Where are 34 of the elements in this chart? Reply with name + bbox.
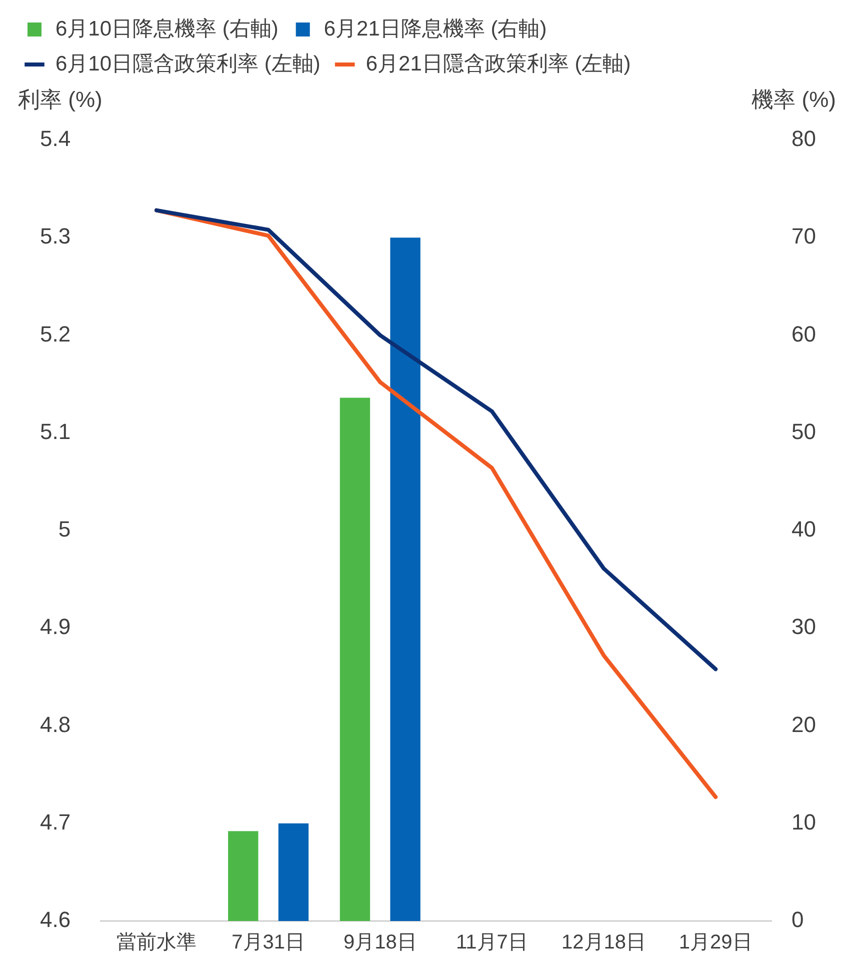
y2-tick-label: 40 — [792, 516, 816, 542]
y2-tick-label: 30 — [792, 614, 816, 640]
y-tick-label: 5.1 — [40, 418, 71, 444]
y-tick-label: 4.6 — [40, 907, 71, 932]
bar — [340, 398, 370, 921]
x-tick-label: 11月7日 — [456, 932, 528, 954]
y2-tick-label: 20 — [792, 712, 816, 737]
y2-tick-label: 80 — [792, 126, 816, 152]
y-tick-label: 5.3 — [40, 224, 71, 249]
y2-axis-title: 機率 (%) — [752, 87, 836, 112]
y2-tick-label: 10 — [792, 809, 816, 834]
x-tick-label: 1月29日 — [678, 932, 752, 954]
y-axis-title: 利率 (%) — [18, 87, 102, 112]
y2-tick-label: 0 — [792, 907, 804, 932]
legend-label: 6月21日隱含政策利率 (左軸) — [366, 52, 631, 76]
y2-tick-label: 60 — [792, 321, 816, 346]
legend-label: 6月10日隱含政策利率 (左軸) — [56, 52, 320, 76]
bar — [390, 238, 420, 921]
y-tick-label: 4.7 — [40, 809, 71, 834]
y2-tick-label: 50 — [792, 418, 816, 444]
y-tick-label: 4.8 — [40, 712, 71, 737]
bar — [228, 831, 258, 921]
y-tick-label: 4.9 — [40, 614, 71, 640]
x-tick-label: 12月18日 — [562, 932, 646, 954]
y-tick-label: 5.4 — [40, 126, 71, 152]
bar — [278, 823, 309, 921]
y-tick-label: 5.2 — [40, 321, 71, 346]
x-tick-label: 7月31日 — [232, 932, 306, 954]
legend-label: 6月21日降息機率 (右軸) — [324, 17, 547, 40]
x-tick-label: 當前水準 — [116, 932, 196, 954]
legend-label: 6月10日降息機率 (右軸) — [56, 17, 278, 40]
x-tick-label: 9月18日 — [343, 932, 417, 954]
y-tick-label: 5 — [58, 516, 71, 542]
y2-tick-label: 70 — [792, 224, 816, 249]
